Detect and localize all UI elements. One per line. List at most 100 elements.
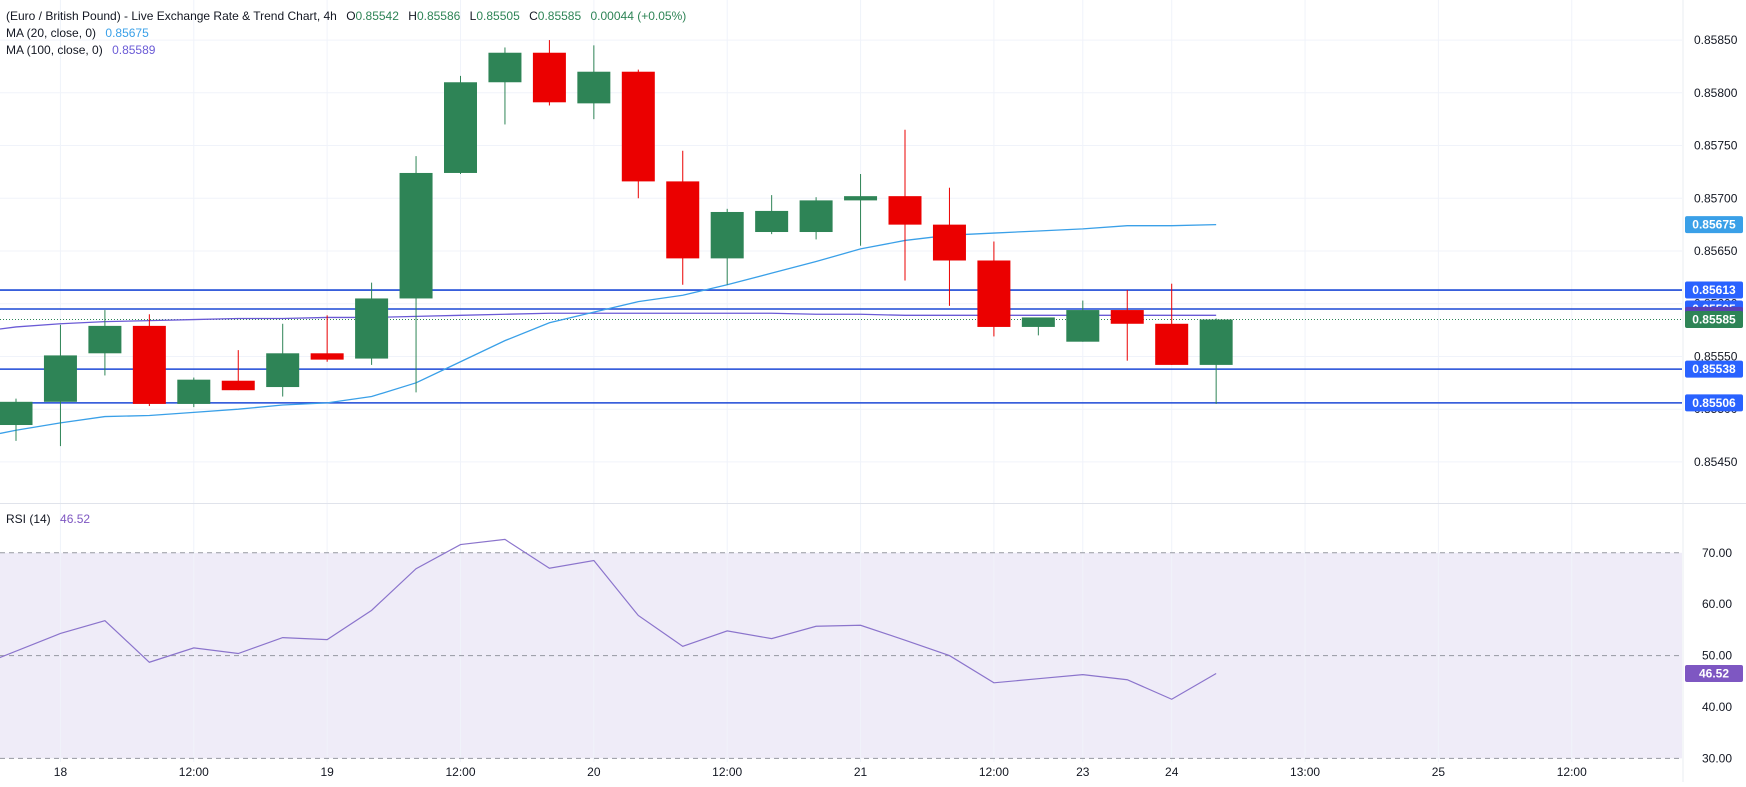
price-axis-label-box [1685,360,1743,378]
candle-body [310,353,344,360]
price-axis-label-box [1685,394,1743,412]
price-axis-label-box [1685,216,1743,234]
candle-body [1021,317,1055,327]
candle-up[interactable] [0,398,33,441]
candle-body [1199,319,1233,365]
price-axis-label[interactable]: 0.85675 [1685,216,1743,234]
candle-body [221,380,255,391]
price-axis-label-text: 0.85585 [1692,313,1736,327]
candle-body [666,181,700,259]
ma20-legend[interactable]: MA (20, close, 0) 0.85675 [6,25,149,41]
time-tick-label: 19 [320,765,334,779]
candle-up[interactable] [844,174,878,246]
chart-header: (Euro / British Pound) - Live Exchange R… [6,8,686,24]
candle-down[interactable] [932,187,966,306]
candle-body [1110,310,1144,324]
time-tick-label: 23 [1076,765,1090,779]
candle-up[interactable] [88,310,122,376]
candle-down[interactable] [1155,283,1189,365]
price-tick-label: 0.85450 [1694,455,1738,469]
candle-down[interactable] [977,241,1011,337]
candle-up[interactable] [1021,317,1055,336]
rsi-axis-label[interactable]: 46.52 [1685,664,1743,682]
candle-down[interactable] [888,129,922,281]
candle-down[interactable] [310,315,344,362]
candle-up[interactable] [177,377,211,408]
price-axis-label[interactable]: 0.85506 [1685,394,1743,412]
candle-body [532,52,566,103]
candle-up[interactable] [577,45,611,120]
close-value: 0.85585 [537,9,582,23]
time-tick-label: 20 [587,765,601,779]
candle-up[interactable] [710,208,744,285]
open-value: 0.85542 [355,9,399,23]
low-value: 0.85505 [476,9,520,23]
candle-down[interactable] [132,314,166,407]
candle-body [799,200,833,233]
ma100-legend[interactable]: MA (100, close, 0) 0.85589 [6,42,155,58]
candle-body [88,325,122,354]
candle-body [399,172,433,299]
ma100-label: MA (100, close, 0) [6,43,103,57]
candle-body [932,224,966,261]
time-tick-label: 12:00 [1557,765,1587,779]
ma20-value: 0.85675 [105,26,149,40]
price-axis-label-text: 0.85675 [1692,218,1736,232]
price-axis-label[interactable]: 0.85585 [1685,311,1743,329]
high-label: H [408,9,417,23]
candle-down[interactable] [532,40,566,106]
rsi-legend[interactable]: RSI (14) 46.52 [6,511,90,527]
candle-body [977,260,1011,327]
candle-body [444,82,477,173]
change-value: 0.00044 (+0.05%) [590,9,687,23]
price-axis-label[interactable]: 0.85613 [1685,281,1743,299]
candle-up[interactable] [488,47,522,125]
price-tick-label: 0.85800 [1694,86,1738,100]
candle-body [844,196,878,201]
time-tick-label: 13:00 [1290,765,1320,779]
price-axis-label[interactable]: 0.85538 [1685,360,1743,378]
price-tick-label: 0.85650 [1694,244,1738,258]
candle-body [132,325,166,404]
rsi-line[interactable] [0,538,1217,700]
time-tick-label: 12:00 [979,765,1009,779]
price-axis-label-text: 0.85538 [1692,362,1736,376]
open-label: O [346,9,356,23]
candle-up[interactable] [755,195,789,235]
price-tick-label: 0.85700 [1694,191,1738,205]
close-label: C [529,9,538,23]
time-tick-label: 21 [854,765,868,779]
rsi-tick-label: 50.00 [1702,649,1732,663]
ma100-value: 0.85589 [112,43,156,57]
candle-up[interactable] [799,197,833,240]
rsi-tick-label: 40.00 [1702,700,1732,714]
price-axis-label-text: 0.85613 [1692,283,1736,297]
candle-down[interactable] [666,150,700,285]
rsi-value: 46.52 [60,512,91,526]
candle-up[interactable] [399,156,433,393]
candle-body [755,210,789,233]
ma20-label: MA (20, close, 0) [6,26,97,40]
chart-title: (Euro / British Pound) - Live Exchange R… [6,9,337,23]
candle-body [0,401,33,426]
candle-body [1066,310,1100,342]
time-tick-label: 25 [1432,765,1446,779]
candle-down[interactable] [621,69,655,199]
candle-up[interactable] [1199,318,1233,404]
candle-down[interactable] [1110,290,1144,361]
candle-up[interactable] [43,324,77,447]
candle-up[interactable] [355,282,389,365]
rsi-axis-label-text: 46.52 [1699,666,1729,680]
time-tick-label: 12:00 [712,765,742,779]
high-value: 0.85586 [416,9,461,23]
candle-down[interactable] [221,350,255,391]
ma20-line[interactable] [0,223,1217,435]
candle-up[interactable] [266,323,300,397]
candle-body [266,353,300,388]
candle-up[interactable] [444,75,477,175]
price-axis-label-text: 0.85506 [1692,396,1736,410]
candle-up[interactable] [1066,300,1100,342]
time-tick-label: 24 [1165,765,1179,779]
